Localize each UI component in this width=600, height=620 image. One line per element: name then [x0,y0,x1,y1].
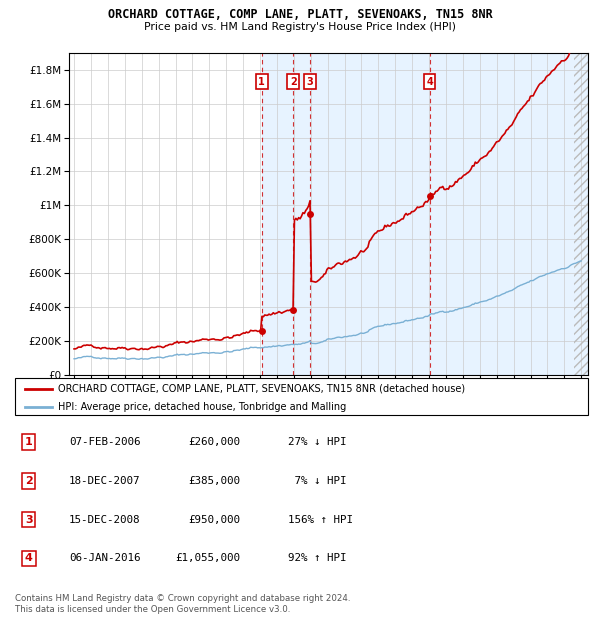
Bar [262,53,588,375]
Text: ORCHARD COTTAGE, COMP LANE, PLATT, SEVENOAKS, TN15 8NR: ORCHARD COTTAGE, COMP LANE, PLATT, SEVEN… [107,8,493,21]
Text: 156% ↑ HPI: 156% ↑ HPI [288,515,353,525]
FancyBboxPatch shape [15,378,588,415]
Text: £385,000: £385,000 [188,476,240,486]
Text: 4: 4 [426,76,433,87]
Text: ORCHARD COTTAGE, COMP LANE, PLATT, SEVENOAKS, TN15 8NR (detached house): ORCHARD COTTAGE, COMP LANE, PLATT, SEVEN… [58,384,465,394]
Text: £1,055,000: £1,055,000 [175,554,240,564]
Bar [574,53,588,375]
Text: Price paid vs. HM Land Registry's House Price Index (HPI): Price paid vs. HM Land Registry's House … [144,22,456,32]
Text: Contains HM Land Registry data © Crown copyright and database right 2024.
This d: Contains HM Land Registry data © Crown c… [15,595,350,614]
Text: 7% ↓ HPI: 7% ↓ HPI [288,476,347,486]
Text: 27% ↓ HPI: 27% ↓ HPI [288,437,347,447]
Text: 15-DEC-2008: 15-DEC-2008 [69,515,140,525]
Text: £950,000: £950,000 [188,515,240,525]
Text: 92% ↑ HPI: 92% ↑ HPI [288,554,347,564]
Text: 06-JAN-2016: 06-JAN-2016 [69,554,140,564]
Text: 4: 4 [25,554,33,564]
Text: 1: 1 [259,76,265,87]
Text: 3: 3 [307,76,313,87]
Text: 1: 1 [25,437,32,447]
Text: 2: 2 [290,76,296,87]
Text: HPI: Average price, detached house, Tonbridge and Malling: HPI: Average price, detached house, Tonb… [58,402,346,412]
Text: 2: 2 [25,476,32,486]
Text: 3: 3 [25,515,32,525]
Text: 07-FEB-2006: 07-FEB-2006 [69,437,140,447]
Text: 18-DEC-2007: 18-DEC-2007 [69,476,140,486]
Text: £260,000: £260,000 [188,437,240,447]
